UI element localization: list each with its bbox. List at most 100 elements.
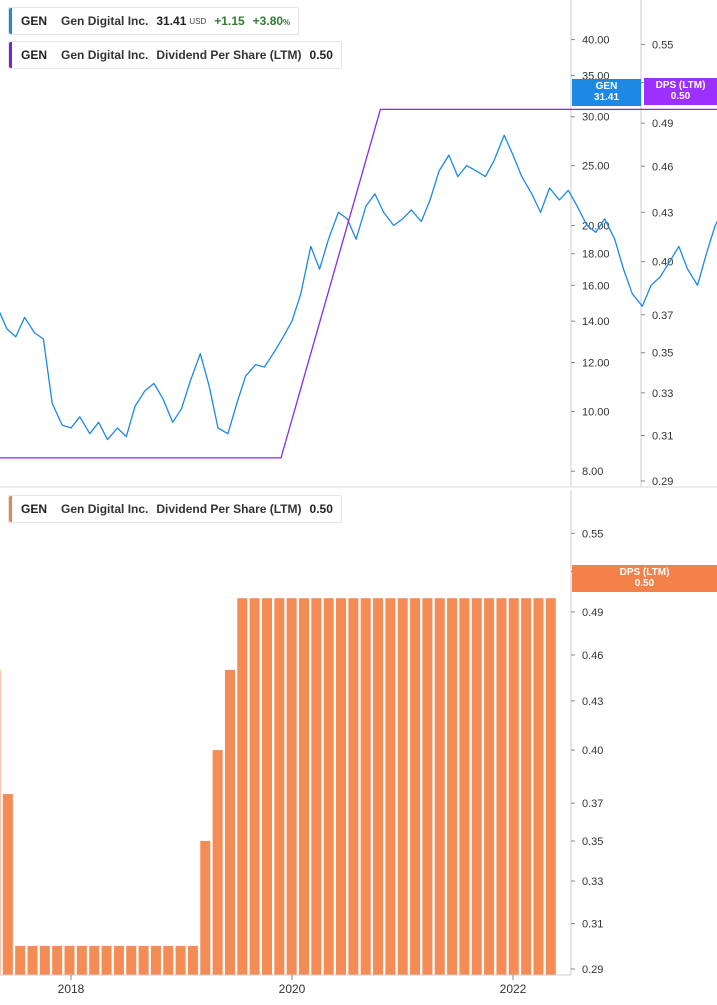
dps-bar-34 xyxy=(410,598,421,975)
dps-line xyxy=(0,108,717,459)
dps-bottom-tick-label-5: 0.40 xyxy=(582,745,603,757)
dps-legend-bottom[interactable]: GEN Gen Digital Inc. Dividend Per Share … xyxy=(8,495,342,523)
dps-legend-top[interactable]: GEN Gen Digital Inc. Dividend Per Share … xyxy=(8,41,342,69)
dps-bar-7 xyxy=(76,945,87,975)
price-legend-currency: USD xyxy=(189,16,207,26)
dps-top-tick-label-2: 0.33 xyxy=(652,388,673,400)
dps-bottom-tick-label-3: 0.35 xyxy=(582,836,603,848)
price-tick-label-3: 14.00 xyxy=(582,316,610,328)
dps-bar-45 xyxy=(545,598,556,975)
dps-bar-30 xyxy=(360,598,371,975)
dps-bar-14 xyxy=(163,945,174,975)
dps-tag-top-label: DPS (LTM) xyxy=(655,80,706,91)
dps-bar-8 xyxy=(89,945,100,975)
dps-bottom-tick-label-1: 0.31 xyxy=(582,919,603,931)
dps-top-tick-label-7: 0.46 xyxy=(652,161,673,173)
price-legend-symbol: GEN xyxy=(21,14,48,28)
dps-bar-33 xyxy=(397,598,408,975)
dps-bar-37 xyxy=(447,598,458,975)
dps-bottom-tick-label-7: 0.46 xyxy=(582,650,603,662)
dps-bar-20 xyxy=(237,598,248,975)
dps-bar-29 xyxy=(348,598,359,975)
dps-bar-44 xyxy=(533,598,544,975)
dps-bottom-tick-label-8: 0.49 xyxy=(582,607,603,619)
dps-bar-2 xyxy=(15,945,26,975)
dps-bar-26 xyxy=(311,598,322,975)
dps-bar-36 xyxy=(434,598,445,975)
dps-bar-15 xyxy=(175,945,186,975)
dps-legend-bottom-company: Gen Digital Inc. xyxy=(61,502,149,516)
dps-bar-16 xyxy=(187,945,198,975)
dps-bar-38 xyxy=(459,598,470,975)
price-tick-label-10: 40.00 xyxy=(582,35,610,47)
dps-legend-bottom-swatch xyxy=(9,496,12,522)
price-tag-value: 31.41 xyxy=(593,92,620,103)
dps-top-tick-label-4: 0.37 xyxy=(652,310,673,322)
dps-bar-23 xyxy=(274,598,285,975)
dps-legend-top-series: Dividend Per Share (LTM) xyxy=(156,48,302,62)
price-tick-label-5: 18.00 xyxy=(582,249,610,261)
dps-bar-1 xyxy=(2,794,13,975)
dps-bar-19 xyxy=(224,669,235,975)
dps-tag-top-value: 0.50 xyxy=(670,91,691,102)
dps-bar-12 xyxy=(138,945,149,975)
dps-top-tick-label-8: 0.49 xyxy=(652,118,673,130)
price-legend-company: Gen Digital Inc. xyxy=(61,14,149,28)
price-tick-label-1: 10.00 xyxy=(582,406,610,418)
dps-bar-18 xyxy=(212,750,223,975)
dps-bar-11 xyxy=(126,945,137,975)
dps-bar-17 xyxy=(200,840,211,975)
dps-bar-22 xyxy=(261,598,272,975)
price-legend[interactable]: GEN Gen Digital Inc. 31.41 USD +1.15 +3.… xyxy=(8,7,300,35)
x-tick-label-2: 2022 xyxy=(500,982,527,996)
dps-bottom-tick-label-4: 0.37 xyxy=(582,798,603,810)
x-tick-label-1: 2020 xyxy=(279,982,306,996)
price-legend-change-pct-value: +3.80 xyxy=(252,14,284,28)
dps-bar-25 xyxy=(299,598,309,975)
x-tick-label-0: 2018 xyxy=(58,982,85,996)
dps-bar-31 xyxy=(373,598,384,975)
price-tick-label-4: 16.00 xyxy=(582,280,610,292)
dps-bottom-tick-label-2: 0.33 xyxy=(582,876,603,888)
dps-legend-top-company: Gen Digital Inc. xyxy=(61,48,149,62)
dps-legend-top-swatch xyxy=(9,42,12,68)
dps-bar-42 xyxy=(508,598,519,975)
price-tick-label-8: 30.00 xyxy=(582,112,610,124)
dps-value-tag-bottom: DPS (LTM) 0.50 xyxy=(572,565,717,592)
dps-tag-bottom-value: 0.50 xyxy=(634,578,655,589)
dps-bar-9 xyxy=(101,945,112,975)
dps-top-tick-label-10: 0.55 xyxy=(652,39,673,51)
dps-bottom-tick-label-0: 0.29 xyxy=(582,964,603,976)
price-value-tag: GEN 31.41 xyxy=(572,79,641,106)
dps-bar-5 xyxy=(52,945,63,975)
dps-bar-6 xyxy=(64,945,75,975)
dps-bar-10 xyxy=(113,945,124,975)
dps-top-tick-label-5: 0.40 xyxy=(652,257,673,269)
dps-bar-28 xyxy=(336,598,347,975)
dps-legend-bottom-symbol: GEN xyxy=(21,502,48,516)
price-legend-change: +1.15 xyxy=(214,14,245,28)
dps-bar-13 xyxy=(150,945,161,975)
dps-legend-top-symbol: GEN xyxy=(21,48,48,62)
price-line xyxy=(0,134,717,441)
dps-bar-35 xyxy=(422,598,433,975)
dps-bar-41 xyxy=(496,598,507,975)
dps-bar-21 xyxy=(249,598,260,975)
dps-bar-0 xyxy=(0,669,1,975)
dps-bar-3 xyxy=(27,945,38,975)
dps-bottom-tick-label-6: 0.43 xyxy=(582,696,603,708)
price-tick-label-6: 20.00 xyxy=(582,220,610,232)
price-tag-symbol: GEN xyxy=(595,81,618,92)
dps-bar-24 xyxy=(286,598,297,975)
dps-bar-27 xyxy=(323,598,334,975)
dps-bar-4 xyxy=(39,945,50,975)
dps-top-tick-label-1: 0.31 xyxy=(652,431,673,443)
dps-bottom-tick-label-10: 0.55 xyxy=(582,528,603,540)
price-legend-swatch xyxy=(9,8,12,34)
price-tick-label-7: 25.00 xyxy=(582,161,610,173)
price-legend-price: 31.41 xyxy=(156,14,187,28)
price-legend-change-pct: +3.80% xyxy=(253,14,291,28)
dps-legend-top-value: 0.50 xyxy=(309,48,333,62)
dps-bar-43 xyxy=(521,598,532,975)
